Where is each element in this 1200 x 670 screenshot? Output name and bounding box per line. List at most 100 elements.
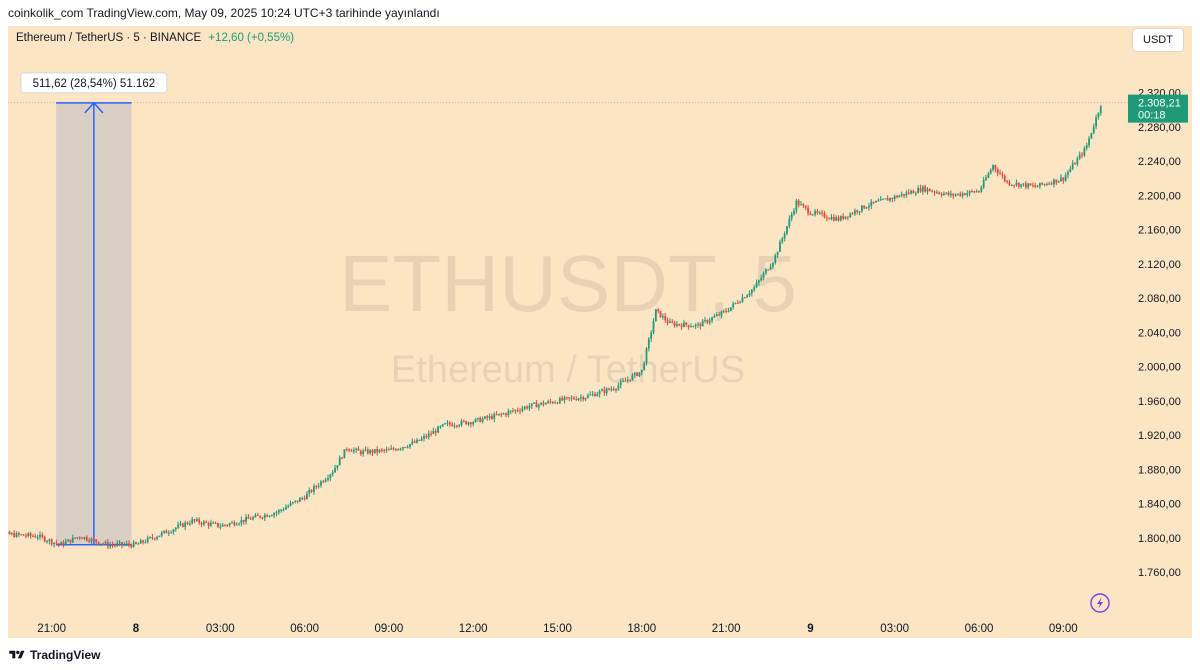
- time-axis-label: 9: [807, 623, 813, 635]
- candle: [950, 190, 952, 198]
- candle: [762, 271, 765, 281]
- candle: [352, 447, 355, 454]
- candle: [338, 455, 341, 466]
- candle: [493, 411, 496, 423]
- candle: [690, 323, 692, 328]
- candle: [1046, 182, 1048, 187]
- candle: [699, 322, 702, 330]
- price-change: +12,60 (+0,55%): [208, 32, 295, 44]
- symbol-info[interactable]: Ethereum / TetherUS · 5 · BINANCE +12,60…: [16, 30, 294, 46]
- candle: [640, 369, 643, 376]
- candle: [1027, 182, 1030, 190]
- candle: [226, 524, 229, 527]
- candle: [746, 294, 749, 298]
- candle: [397, 448, 400, 451]
- candle: [992, 164, 994, 172]
- candle: [734, 302, 737, 305]
- candle: [60, 541, 62, 545]
- candle: [624, 377, 627, 382]
- candle: [1064, 172, 1067, 182]
- time-axis-label: 03:00: [206, 623, 235, 635]
- candle: [416, 438, 418, 444]
- candle: [409, 443, 411, 449]
- candle: [402, 446, 404, 452]
- candle: [441, 423, 444, 427]
- candle: [957, 193, 959, 196]
- candle: [395, 448, 397, 452]
- candle: [563, 395, 566, 404]
- candle: [172, 528, 175, 535]
- candle: [55, 539, 58, 546]
- candle: [114, 543, 116, 548]
- candle: [842, 213, 845, 221]
- currency-button[interactable]: USDT: [1132, 28, 1184, 52]
- candle: [158, 535, 161, 538]
- candle: [390, 444, 393, 450]
- candle: [551, 401, 554, 405]
- candle: [498, 413, 500, 416]
- candle: [263, 513, 266, 522]
- candle: [535, 400, 538, 408]
- candle: [1088, 135, 1090, 148]
- symbol-title: Ethereum / TetherUS · 5 · BINANCE: [16, 32, 202, 44]
- price-axis-label: 2.240,00: [1138, 156, 1181, 168]
- candle: [605, 387, 608, 396]
- candle: [512, 408, 514, 413]
- candle: [495, 410, 498, 416]
- candle: [303, 495, 306, 501]
- candle: [807, 205, 809, 216]
- candle: [879, 195, 882, 201]
- candle: [95, 539, 98, 545]
- candle: [247, 513, 250, 519]
- candle: [706, 319, 709, 325]
- candle: [249, 516, 252, 520]
- candle: [657, 308, 660, 314]
- candle: [50, 538, 53, 547]
- candle: [996, 167, 999, 177]
- candle: [896, 194, 898, 199]
- candle: [1029, 183, 1032, 186]
- candle: [451, 421, 454, 427]
- candle: [861, 204, 863, 214]
- candle: [1062, 177, 1065, 184]
- candle: [804, 205, 807, 211]
- publish-caption: coinkolik_com TradingView.com, May 09, 2…: [0, 0, 1200, 26]
- candle: [432, 427, 435, 434]
- lightning-icon[interactable]: [1090, 593, 1110, 613]
- candle: [29, 531, 32, 539]
- candle: [650, 330, 653, 343]
- candle: [486, 414, 489, 421]
- candle: [1076, 156, 1079, 167]
- candle: [1041, 182, 1044, 186]
- candle: [514, 409, 517, 414]
- candle: [284, 504, 287, 510]
- candle: [685, 322, 688, 328]
- tradingview-logo[interactable]: TradingView: [8, 648, 100, 662]
- candle: [783, 231, 786, 242]
- candle: [577, 397, 580, 402]
- candle: [743, 296, 746, 299]
- price-chart[interactable]: ETHUSDT, 5 Ethereum / TetherUS 2.320,002…: [8, 26, 1192, 638]
- candle: [1074, 162, 1076, 165]
- time-axis-label: 09:00: [1049, 623, 1078, 635]
- candle: [460, 418, 463, 427]
- candle: [203, 519, 205, 527]
- candle: [191, 516, 194, 525]
- candle: [528, 402, 531, 411]
- chart-panel[interactable]: ETHUSDT, 5 Ethereum / TetherUS 2.320,00 2…: [8, 26, 1192, 638]
- candle: [540, 402, 543, 406]
- candle: [62, 539, 65, 548]
- candle: [345, 447, 348, 452]
- candle: [462, 419, 465, 423]
- candle: [830, 214, 833, 221]
- price-axis-label: 2.160,00: [1138, 225, 1181, 237]
- candle: [509, 410, 512, 415]
- candle: [1069, 165, 1072, 173]
- candle: [980, 185, 983, 193]
- candle: [989, 168, 992, 175]
- measure-tool[interactable]: 511,62 (28,54%) 51.162: [20, 72, 168, 546]
- candle: [537, 403, 540, 411]
- candle: [329, 473, 332, 482]
- candle: [437, 425, 439, 433]
- candle: [156, 535, 158, 541]
